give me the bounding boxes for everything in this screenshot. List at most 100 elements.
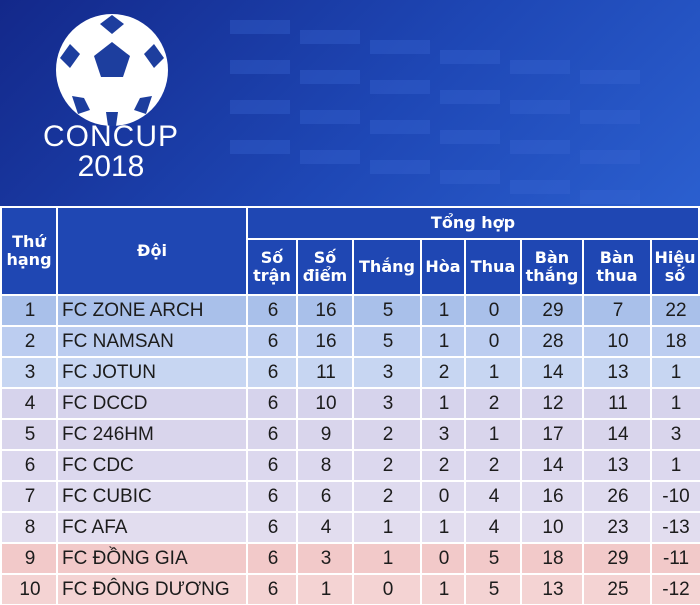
cell-draws: 1 [420, 327, 466, 358]
cell-draws: 0 [420, 482, 466, 513]
building-pattern [230, 20, 640, 204]
cell-draws: 1 [420, 296, 466, 327]
header-wins-label: Thắng [359, 257, 415, 276]
cell-points: 8 [296, 451, 354, 482]
header-rank-line2: hạng [6, 250, 52, 269]
cell-wins: 1 [352, 513, 422, 544]
header-team-label: Đội [137, 241, 167, 260]
cell-ga: 13 [582, 358, 652, 389]
header-wins: Thắng [352, 238, 422, 296]
header-gd-line1: Hiệu [654, 248, 696, 267]
cell-gd: 22 [650, 296, 700, 327]
cell-rank: 8 [0, 513, 58, 544]
cell-losses: 4 [464, 482, 522, 513]
table-row: 1 FC ZONE ARCH 6 16 5 1 0 29 7 22 [0, 296, 700, 327]
cell-wins: 3 [352, 389, 422, 420]
cell-gf: 10 [520, 513, 584, 544]
soccer-ball-icon [56, 14, 168, 126]
cell-ga: 29 [582, 544, 652, 575]
table-row: 4 FC DCCD 6 10 3 1 2 12 11 1 [0, 389, 700, 420]
cell-team: FC ĐÔNG DƯƠNG [56, 575, 248, 605]
cell-played: 6 [246, 575, 298, 605]
table-row: 10 FC ĐÔNG DƯƠNG 6 1 0 1 5 13 25 -12 [0, 575, 700, 605]
cell-team: FC JOTUN [56, 358, 248, 389]
header-group-label: Tổng hợp [430, 213, 516, 232]
cell-played: 6 [246, 513, 298, 544]
cell-rank: 7 [0, 482, 58, 513]
cell-gf: 14 [520, 451, 584, 482]
cell-played: 6 [246, 296, 298, 327]
cell-points: 11 [296, 358, 354, 389]
cell-gd: -12 [650, 575, 700, 605]
cell-gf: 12 [520, 389, 584, 420]
standings-table: Thứ hạng Đội Tổng hợp Số trận Số điểm Th… [0, 206, 700, 605]
cell-losses: 5 [464, 575, 522, 605]
cell-wins: 2 [352, 451, 422, 482]
cell-wins: 5 [352, 296, 422, 327]
cell-points: 16 [296, 296, 354, 327]
header-gf-line1: Bàn [534, 248, 570, 267]
cell-ga: 26 [582, 482, 652, 513]
cell-gf: 17 [520, 420, 584, 451]
banner: CONCUP 2018 [0, 0, 700, 206]
cell-points: 3 [296, 544, 354, 575]
cell-draws: 1 [420, 389, 466, 420]
cell-wins: 3 [352, 358, 422, 389]
header-rank: Thứ hạng [0, 206, 58, 296]
cell-draws: 0 [420, 544, 466, 575]
header-played-line1: Số [260, 248, 284, 267]
cell-wins: 1 [352, 544, 422, 575]
cell-rank: 4 [0, 389, 58, 420]
header-points: Số điểm [296, 238, 354, 296]
cell-points: 9 [296, 420, 354, 451]
cell-draws: 2 [420, 451, 466, 482]
cell-ga: 7 [582, 296, 652, 327]
cell-points: 6 [296, 482, 354, 513]
cell-ga: 23 [582, 513, 652, 544]
cell-gd: 1 [650, 451, 700, 482]
header-played: Số trận [246, 238, 298, 296]
cell-wins: 0 [352, 575, 422, 605]
table-row: 6 FC CDC 6 8 2 2 2 14 13 1 [0, 451, 700, 482]
header-ga-line2: thua [596, 266, 638, 285]
cell-losses: 5 [464, 544, 522, 575]
cell-gf: 13 [520, 575, 584, 605]
cell-points: 16 [296, 327, 354, 358]
logo-title: CONCUP [42, 120, 179, 153]
table-row: 5 FC 246HM 6 9 2 3 1 17 14 3 [0, 420, 700, 451]
cell-wins: 2 [352, 420, 422, 451]
cell-losses: 0 [464, 296, 522, 327]
header-losses-label: Thua [470, 257, 516, 276]
cell-rank: 1 [0, 296, 58, 327]
cell-gf: 18 [520, 544, 584, 575]
cell-rank: 5 [0, 420, 58, 451]
header-gf-line2: thắng [525, 266, 579, 285]
cell-team: FC AFA [56, 513, 248, 544]
cell-gf: 29 [520, 296, 584, 327]
cell-played: 6 [246, 420, 298, 451]
header-gd-line2: số [664, 266, 686, 285]
cell-played: 6 [246, 358, 298, 389]
header-played-line2: trận [253, 266, 291, 285]
cell-losses: 1 [464, 420, 522, 451]
cell-team: FC NAMSAN [56, 327, 248, 358]
cell-ga: 10 [582, 327, 652, 358]
cell-gf: 16 [520, 482, 584, 513]
cell-rank: 6 [0, 451, 58, 482]
cell-played: 6 [246, 482, 298, 513]
header-rank-line1: Thứ [12, 232, 46, 251]
cell-gd: 18 [650, 327, 700, 358]
cell-rank: 3 [0, 358, 58, 389]
header-draws: Hòa [420, 238, 466, 296]
header-group: Tổng hợp [246, 206, 700, 240]
cell-team: FC CDC [56, 451, 248, 482]
cell-played: 6 [246, 389, 298, 420]
cell-gd: -11 [650, 544, 700, 575]
table-row: 8 FC AFA 6 4 1 1 4 10 23 -13 [0, 513, 700, 544]
cell-played: 6 [246, 327, 298, 358]
cell-wins: 5 [352, 327, 422, 358]
header-goal-difference: Hiệu số [650, 238, 700, 296]
table-row: 2 FC NAMSAN 6 16 5 1 0 28 10 18 [0, 327, 700, 358]
table-row: 9 FC ĐỒNG GIA 6 3 1 0 5 18 29 -11 [0, 544, 700, 575]
cell-played: 6 [246, 544, 298, 575]
